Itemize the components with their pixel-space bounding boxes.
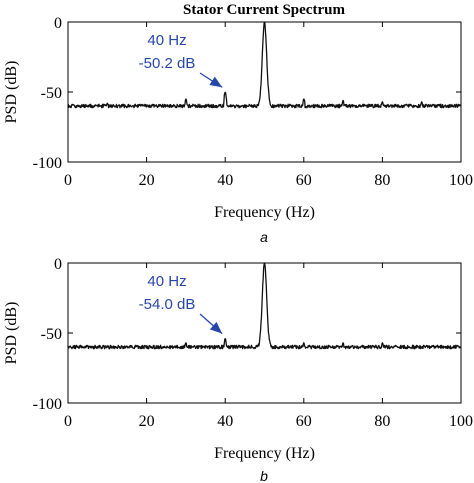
x-tick-label: 0 xyxy=(64,172,72,189)
x-tick-label: 80 xyxy=(374,172,390,189)
spectrum-trace-b xyxy=(67,262,462,350)
x-tick-label: 60 xyxy=(296,172,312,189)
annotation-amplitude: -50.2 dB xyxy=(139,55,196,72)
y-tick-label: -100 xyxy=(33,155,62,172)
x-tick-label: 20 xyxy=(139,172,155,189)
y-tick-label: -50 xyxy=(41,326,62,343)
x-tick-label: 80 xyxy=(374,413,390,430)
y-tick-label: 0 xyxy=(54,15,62,32)
annotation-arrow-head xyxy=(209,76,223,88)
spectrum-trace-a xyxy=(67,21,462,109)
spectrum-panel-a: 0 20 40 60 80 100 0 -50 -100 Frequency (Hz) PSD (d… xyxy=(3,15,473,245)
x-tick-label: 40 xyxy=(217,413,233,430)
annotation-amplitude: -54.0 dB xyxy=(139,296,196,313)
panel-label: a xyxy=(260,229,268,245)
annotation-frequency: 40 Hz xyxy=(147,273,186,290)
x-tick-label: 100 xyxy=(449,413,473,430)
x-tick-label: 60 xyxy=(296,413,312,430)
x-tick-label: 20 xyxy=(139,413,155,430)
y-axis-label: PSD (dB) xyxy=(3,302,20,365)
y-tick-label: -100 xyxy=(33,396,62,413)
y-axis-label: PSD (dB) xyxy=(3,61,20,124)
figure-title: Stator Current Spectrum xyxy=(183,2,345,18)
panel-label: b xyxy=(260,468,268,483)
annotation-frequency: 40 Hz xyxy=(147,32,186,49)
y-tick-label: 0 xyxy=(54,256,62,273)
y-tick-label: -50 xyxy=(41,85,62,102)
axes-box xyxy=(67,262,462,404)
x-tick-label: 0 xyxy=(64,413,72,430)
x-tick-label: 40 xyxy=(217,172,233,189)
x-axis-label: Frequency (Hz) xyxy=(214,445,315,462)
x-tick-label: 100 xyxy=(449,172,473,189)
annotation-arrow-head xyxy=(209,321,223,334)
axes-box xyxy=(67,21,462,163)
spectrum-panel-b: 0 20 40 60 80 100 0 -50 -100 Frequency (Hz) PSD (d… xyxy=(3,256,473,483)
x-axis-label: Frequency (Hz) xyxy=(214,204,315,221)
